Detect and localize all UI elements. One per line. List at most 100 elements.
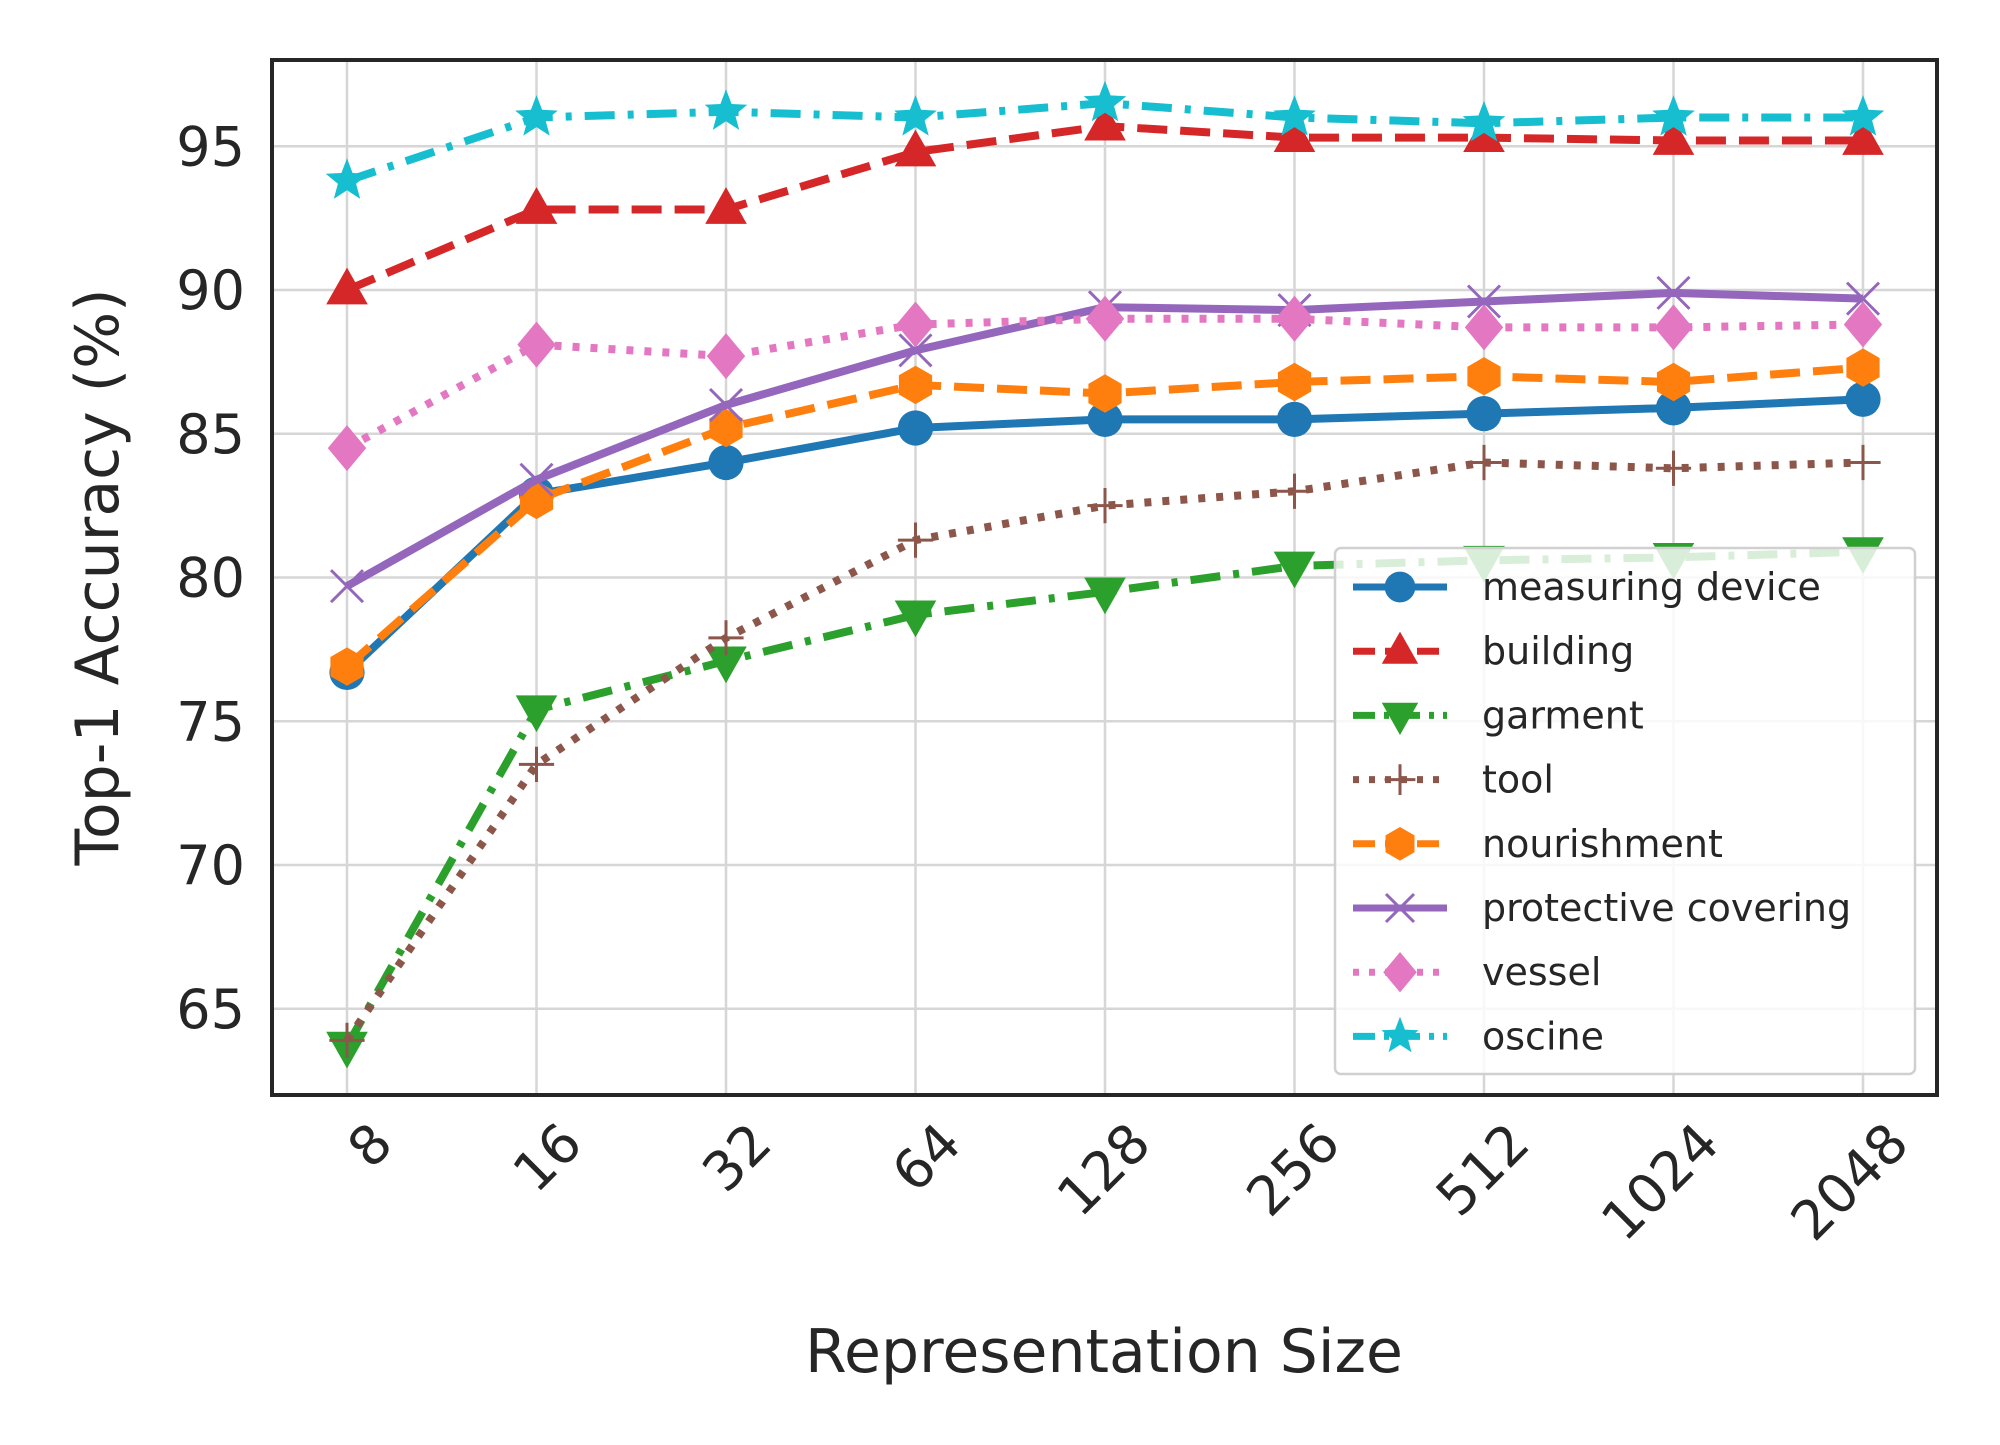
point-oscine-256 xyxy=(1273,95,1316,136)
legend: measuring device building garment tool nouri… xyxy=(1333,546,1917,1076)
point-building-8 xyxy=(326,267,368,305)
legend-item-garment: garment xyxy=(1353,693,1644,737)
point-nourishment-256 xyxy=(1277,362,1312,402)
point-garment-64 xyxy=(894,600,937,638)
point-vessel-512 xyxy=(1464,304,1504,351)
legend-label-nourishment: nourishment xyxy=(1482,822,1723,866)
point-vessel-16 xyxy=(517,321,556,368)
point-oscine-64 xyxy=(894,95,937,136)
point-building-512 xyxy=(1463,115,1505,153)
y-tick-label-70: 70 xyxy=(176,834,245,897)
point-nourishment-64 xyxy=(898,365,933,405)
point-vessel-256 xyxy=(1275,295,1314,342)
legend-marker-garment xyxy=(1381,702,1419,735)
point-tool-1024 xyxy=(1655,450,1692,486)
point-nourishment-16 xyxy=(519,480,554,520)
legend-marker-vessel xyxy=(1383,952,1417,993)
legend-box xyxy=(1333,546,1917,1076)
point-nourishment-8 xyxy=(330,647,364,686)
point-measuring-device-512 xyxy=(1466,396,1502,432)
point-nourishment-128 xyxy=(1088,374,1122,413)
point-measuring-device-32 xyxy=(708,444,744,481)
point-oscine-16 xyxy=(515,95,558,136)
point-building-128 xyxy=(1084,103,1126,141)
legend-item-vessel: vessel xyxy=(1353,950,1601,994)
point-nourishment-2048 xyxy=(1846,348,1880,387)
point-vessel-64 xyxy=(896,301,935,348)
point-protective-covering-1024 xyxy=(1656,275,1691,310)
point-protective-covering-2048 xyxy=(1845,281,1881,316)
legend-item-tool: tool xyxy=(1353,758,1554,802)
point-measuring-device-64 xyxy=(897,410,934,446)
y-tick-label-75: 75 xyxy=(176,690,245,753)
point-vessel-128 xyxy=(1085,295,1125,342)
point-garment-32 xyxy=(705,646,747,684)
y-axis-title: Top-1 Accuracy (%) xyxy=(63,289,133,867)
point-tool-64 xyxy=(897,522,934,558)
series-tool xyxy=(329,444,1881,1058)
point-protective-covering-16 xyxy=(519,462,554,497)
legend-marker-nourishment xyxy=(1385,827,1415,861)
point-tool-128 xyxy=(1087,488,1123,524)
point-building-32 xyxy=(705,187,747,224)
legend-item-nourishment: nourishment xyxy=(1353,822,1723,866)
legend-item-protective-covering: protective covering xyxy=(1353,886,1851,930)
y-tick-label-85: 85 xyxy=(176,403,245,466)
point-measuring-device-1024 xyxy=(1655,390,1692,426)
point-tool-16 xyxy=(518,746,555,782)
point-oscine-2048 xyxy=(1841,95,1885,136)
series-oscine xyxy=(325,80,1885,199)
series-nourishment xyxy=(330,348,1880,686)
point-measuring-device-2048 xyxy=(1845,381,1881,417)
point-oscine-1024 xyxy=(1652,95,1695,136)
point-tool-512 xyxy=(1466,444,1502,481)
series-vessel xyxy=(327,295,1883,472)
point-tool-256 xyxy=(1276,473,1313,509)
legend-label-garment: garment xyxy=(1482,693,1644,737)
y-tick-label-95: 95 xyxy=(176,115,245,178)
point-protective-covering-64 xyxy=(898,333,933,368)
legend-label-vessel: vessel xyxy=(1482,950,1601,994)
legend-label-tool: tool xyxy=(1482,758,1554,802)
legend-label-protective-covering: protective covering xyxy=(1482,886,1851,930)
point-tool-2048 xyxy=(1845,444,1881,481)
point-oscine-512 xyxy=(1462,100,1506,142)
y-tick-label-90: 90 xyxy=(176,259,245,322)
point-building-256 xyxy=(1273,115,1316,153)
point-building-64 xyxy=(894,129,937,167)
legend-label-measuring-device: measuring device xyxy=(1482,565,1821,609)
y-tick-label-80: 80 xyxy=(176,547,245,610)
legend-item-oscine: oscine xyxy=(1353,1014,1604,1058)
legend-label-building: building xyxy=(1482,629,1634,673)
point-nourishment-512 xyxy=(1467,357,1501,396)
point-tool-32 xyxy=(708,620,744,656)
point-nourishment-1024 xyxy=(1656,362,1691,402)
legend-marker-tool xyxy=(1384,764,1416,795)
series-lines xyxy=(325,80,1885,1069)
point-building-16 xyxy=(515,187,558,224)
point-nourishment-32 xyxy=(709,408,743,448)
legend-item-measuring-device: measuring device xyxy=(1353,565,1821,609)
point-oscine-128 xyxy=(1083,80,1127,122)
point-garment-128 xyxy=(1084,577,1126,615)
legend-item-building: building xyxy=(1353,629,1634,673)
point-vessel-1024 xyxy=(1654,304,1693,351)
point-oscine-8 xyxy=(325,158,369,199)
point-garment-256 xyxy=(1273,551,1316,589)
point-measuring-device-128 xyxy=(1087,401,1123,437)
point-garment-16 xyxy=(515,695,558,733)
legend-marker-protective-covering xyxy=(1384,892,1416,924)
x-axis-title: Representation Size xyxy=(805,1317,1403,1387)
series-line-tool xyxy=(343,458,1864,1043)
point-protective-covering-8 xyxy=(329,569,365,604)
point-oscine-32 xyxy=(704,89,748,130)
point-tool-8 xyxy=(329,1022,365,1058)
point-protective-covering-512 xyxy=(1466,284,1502,319)
legend-marker-measuring-device xyxy=(1384,571,1416,603)
legend-marker-building xyxy=(1381,631,1419,664)
point-measuring-device-256 xyxy=(1276,401,1313,437)
y-tick-labels: 65 70 75 80 85 90 95 xyxy=(176,115,245,1041)
point-vessel-8 xyxy=(327,425,367,472)
point-building-2048 xyxy=(1842,118,1884,155)
